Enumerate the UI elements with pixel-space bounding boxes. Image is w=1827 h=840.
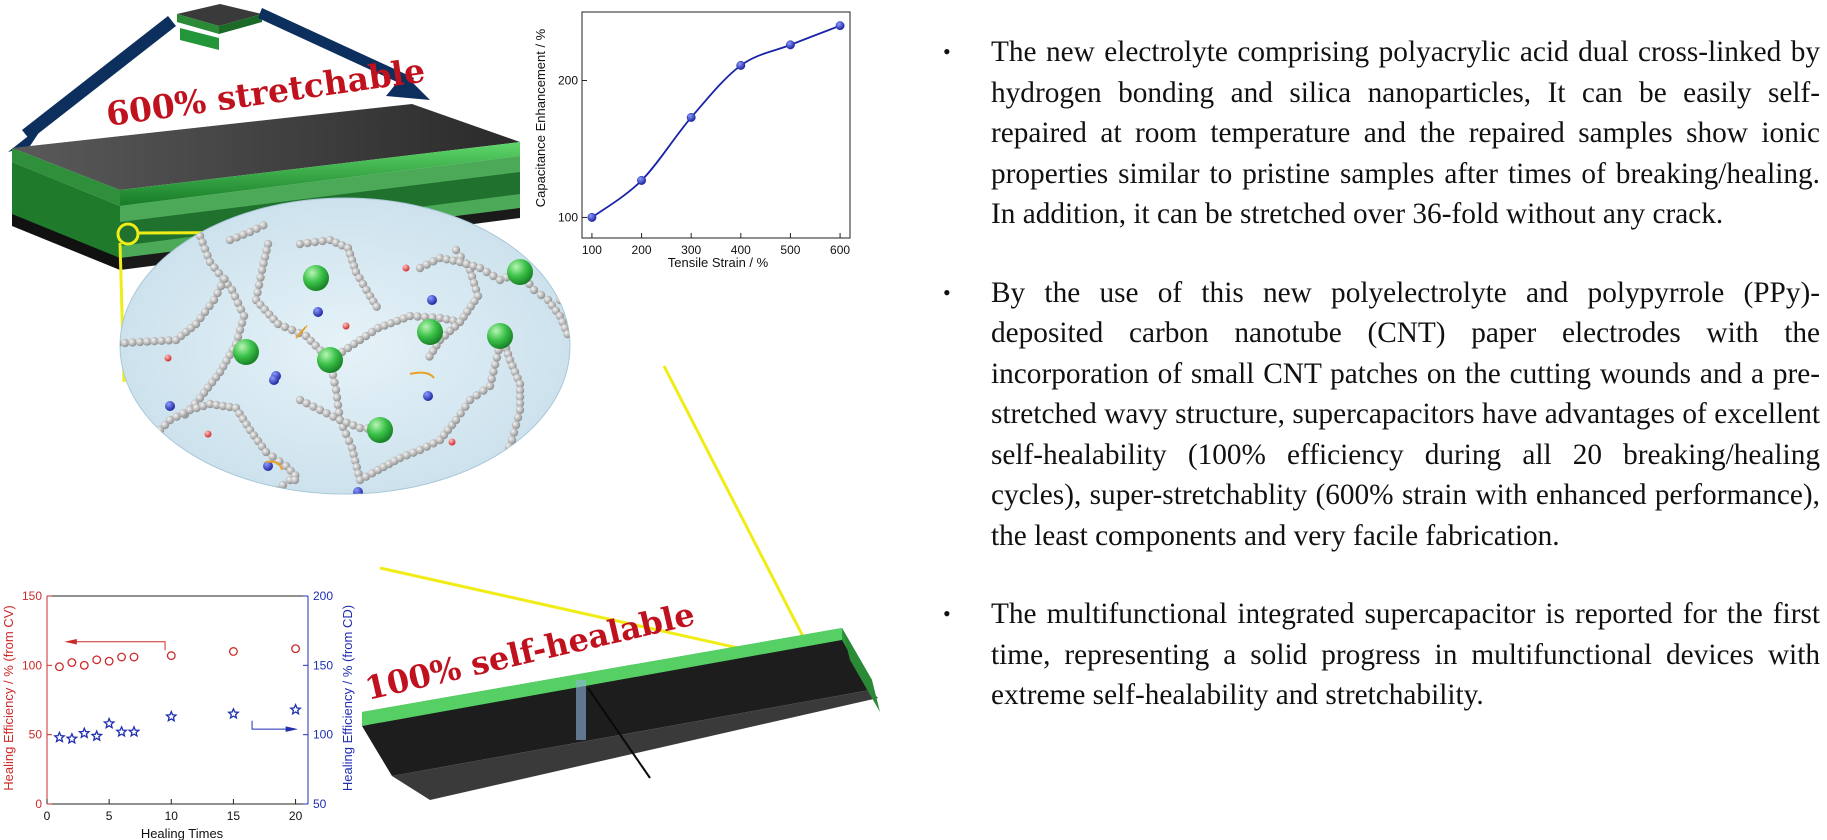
chart1-series-line	[591, 24, 841, 219]
chart2-left-tick-label: 0	[35, 797, 42, 811]
chart1-xtick-label: 500	[780, 243, 800, 257]
cd-point	[65, 732, 79, 745]
chart2-right-tick-label: 50	[313, 797, 327, 811]
cv-point	[104, 656, 114, 666]
cd-point	[77, 726, 91, 739]
chart1-ylabel: Capacitance Enhancement / %	[533, 28, 548, 207]
bullet-marker: •	[943, 39, 951, 64]
right-axis-indicator-head	[285, 726, 299, 732]
cd-point	[53, 730, 66, 743]
bullet-item: • The multifunctional integrated superca…	[935, 594, 1820, 716]
cd-point	[227, 707, 240, 720]
chart1-xtick-label: 200	[632, 243, 652, 257]
chart2-ylabel-left: Healing Efficiency / % (from CV)	[1, 605, 16, 790]
healed-device	[362, 628, 880, 800]
chart1-point	[686, 113, 696, 122]
chart2-right-tick-label: 150	[313, 658, 333, 672]
chart2-right-tick-label: 200	[313, 589, 333, 603]
chart2-xtick-label: 0	[44, 809, 51, 823]
bullet-marker: •	[943, 601, 951, 626]
cd-point	[90, 729, 104, 742]
chart1-xtick-label: 400	[731, 243, 751, 257]
cd-point	[289, 703, 302, 716]
chart2-xtick-label: 15	[227, 809, 241, 823]
bullet-text: The multifunctional integrated supercapa…	[991, 598, 1820, 711]
chart2-xtick-label: 5	[106, 809, 113, 823]
cv-point	[291, 644, 301, 654]
chart1-xlabel: Tensile Strain / %	[668, 255, 769, 270]
chart1-plot-frame	[581, 11, 851, 239]
bullet-list: • The new electrolyte comprising polyacr…	[935, 32, 1820, 754]
chart1-ytick-label: 100	[558, 210, 578, 224]
cv-point	[54, 662, 64, 672]
cv-point	[79, 660, 89, 670]
right-axis-indicator-arrow	[251, 720, 291, 730]
bullet-text: The new electrolyte comprising polyacryl…	[991, 36, 1820, 230]
chart1-point	[785, 40, 795, 50]
chart1-point	[736, 60, 746, 70]
chart2-left-tick-label: 150	[22, 589, 42, 603]
healing-efficiency-chart: Healing Efficiency / % (from CV) Healing…	[1, 589, 355, 840]
chart2-ylabel-right: Healing Efficiency / % (from CD)	[340, 605, 355, 791]
chart1-xtick-label: 600	[830, 243, 850, 257]
chart2-left-tick-label: 100	[22, 658, 42, 672]
cv-point	[67, 658, 77, 668]
chart1-xtick-label: 100	[582, 243, 602, 257]
cd-point	[102, 716, 116, 729]
cv-point	[92, 655, 102, 665]
chart1-xtick-label: 300	[681, 243, 701, 257]
cd-point	[115, 725, 128, 738]
chart1-ytick-label: 200	[558, 73, 578, 87]
polymer-network-ellipse	[119, 197, 571, 495]
bullet-item: • By the use of this new polyelectrolyte…	[935, 273, 1820, 557]
chart1-point	[587, 213, 597, 222]
chart2-xlabel: Healing Times	[141, 826, 224, 840]
chart2-xtick-label: 10	[165, 809, 179, 823]
chart2-right-tick-label: 100	[313, 728, 333, 742]
cd-point	[164, 709, 178, 723]
left-axis-indicator-head	[64, 638, 77, 645]
cv-point	[129, 652, 139, 662]
bullet-item: • The new electrolyte comprising polyacr…	[935, 32, 1820, 235]
cv-point	[228, 647, 238, 656]
stretch-arrows	[8, 8, 430, 152]
cv-point	[166, 651, 176, 661]
cv-point	[117, 652, 127, 662]
cd-point	[127, 725, 141, 738]
chart2-left-tick-label: 50	[29, 728, 43, 742]
chart1-point	[835, 21, 845, 31]
mini-device-icon	[177, 4, 262, 50]
schematic-figure: 600% stretchable 100% self-he	[1, 4, 880, 840]
bullet-marker: •	[943, 279, 951, 305]
chart2-xtick-label: 20	[289, 809, 303, 823]
chart1-point	[637, 176, 647, 185]
bullet-text: By the use of this new polyelectrolyte a…	[991, 276, 1820, 552]
left-axis-indicator-arrow	[71, 641, 166, 651]
capacitance-chart: Capacitance Enhancement / % Tensile Stra…	[533, 11, 851, 270]
